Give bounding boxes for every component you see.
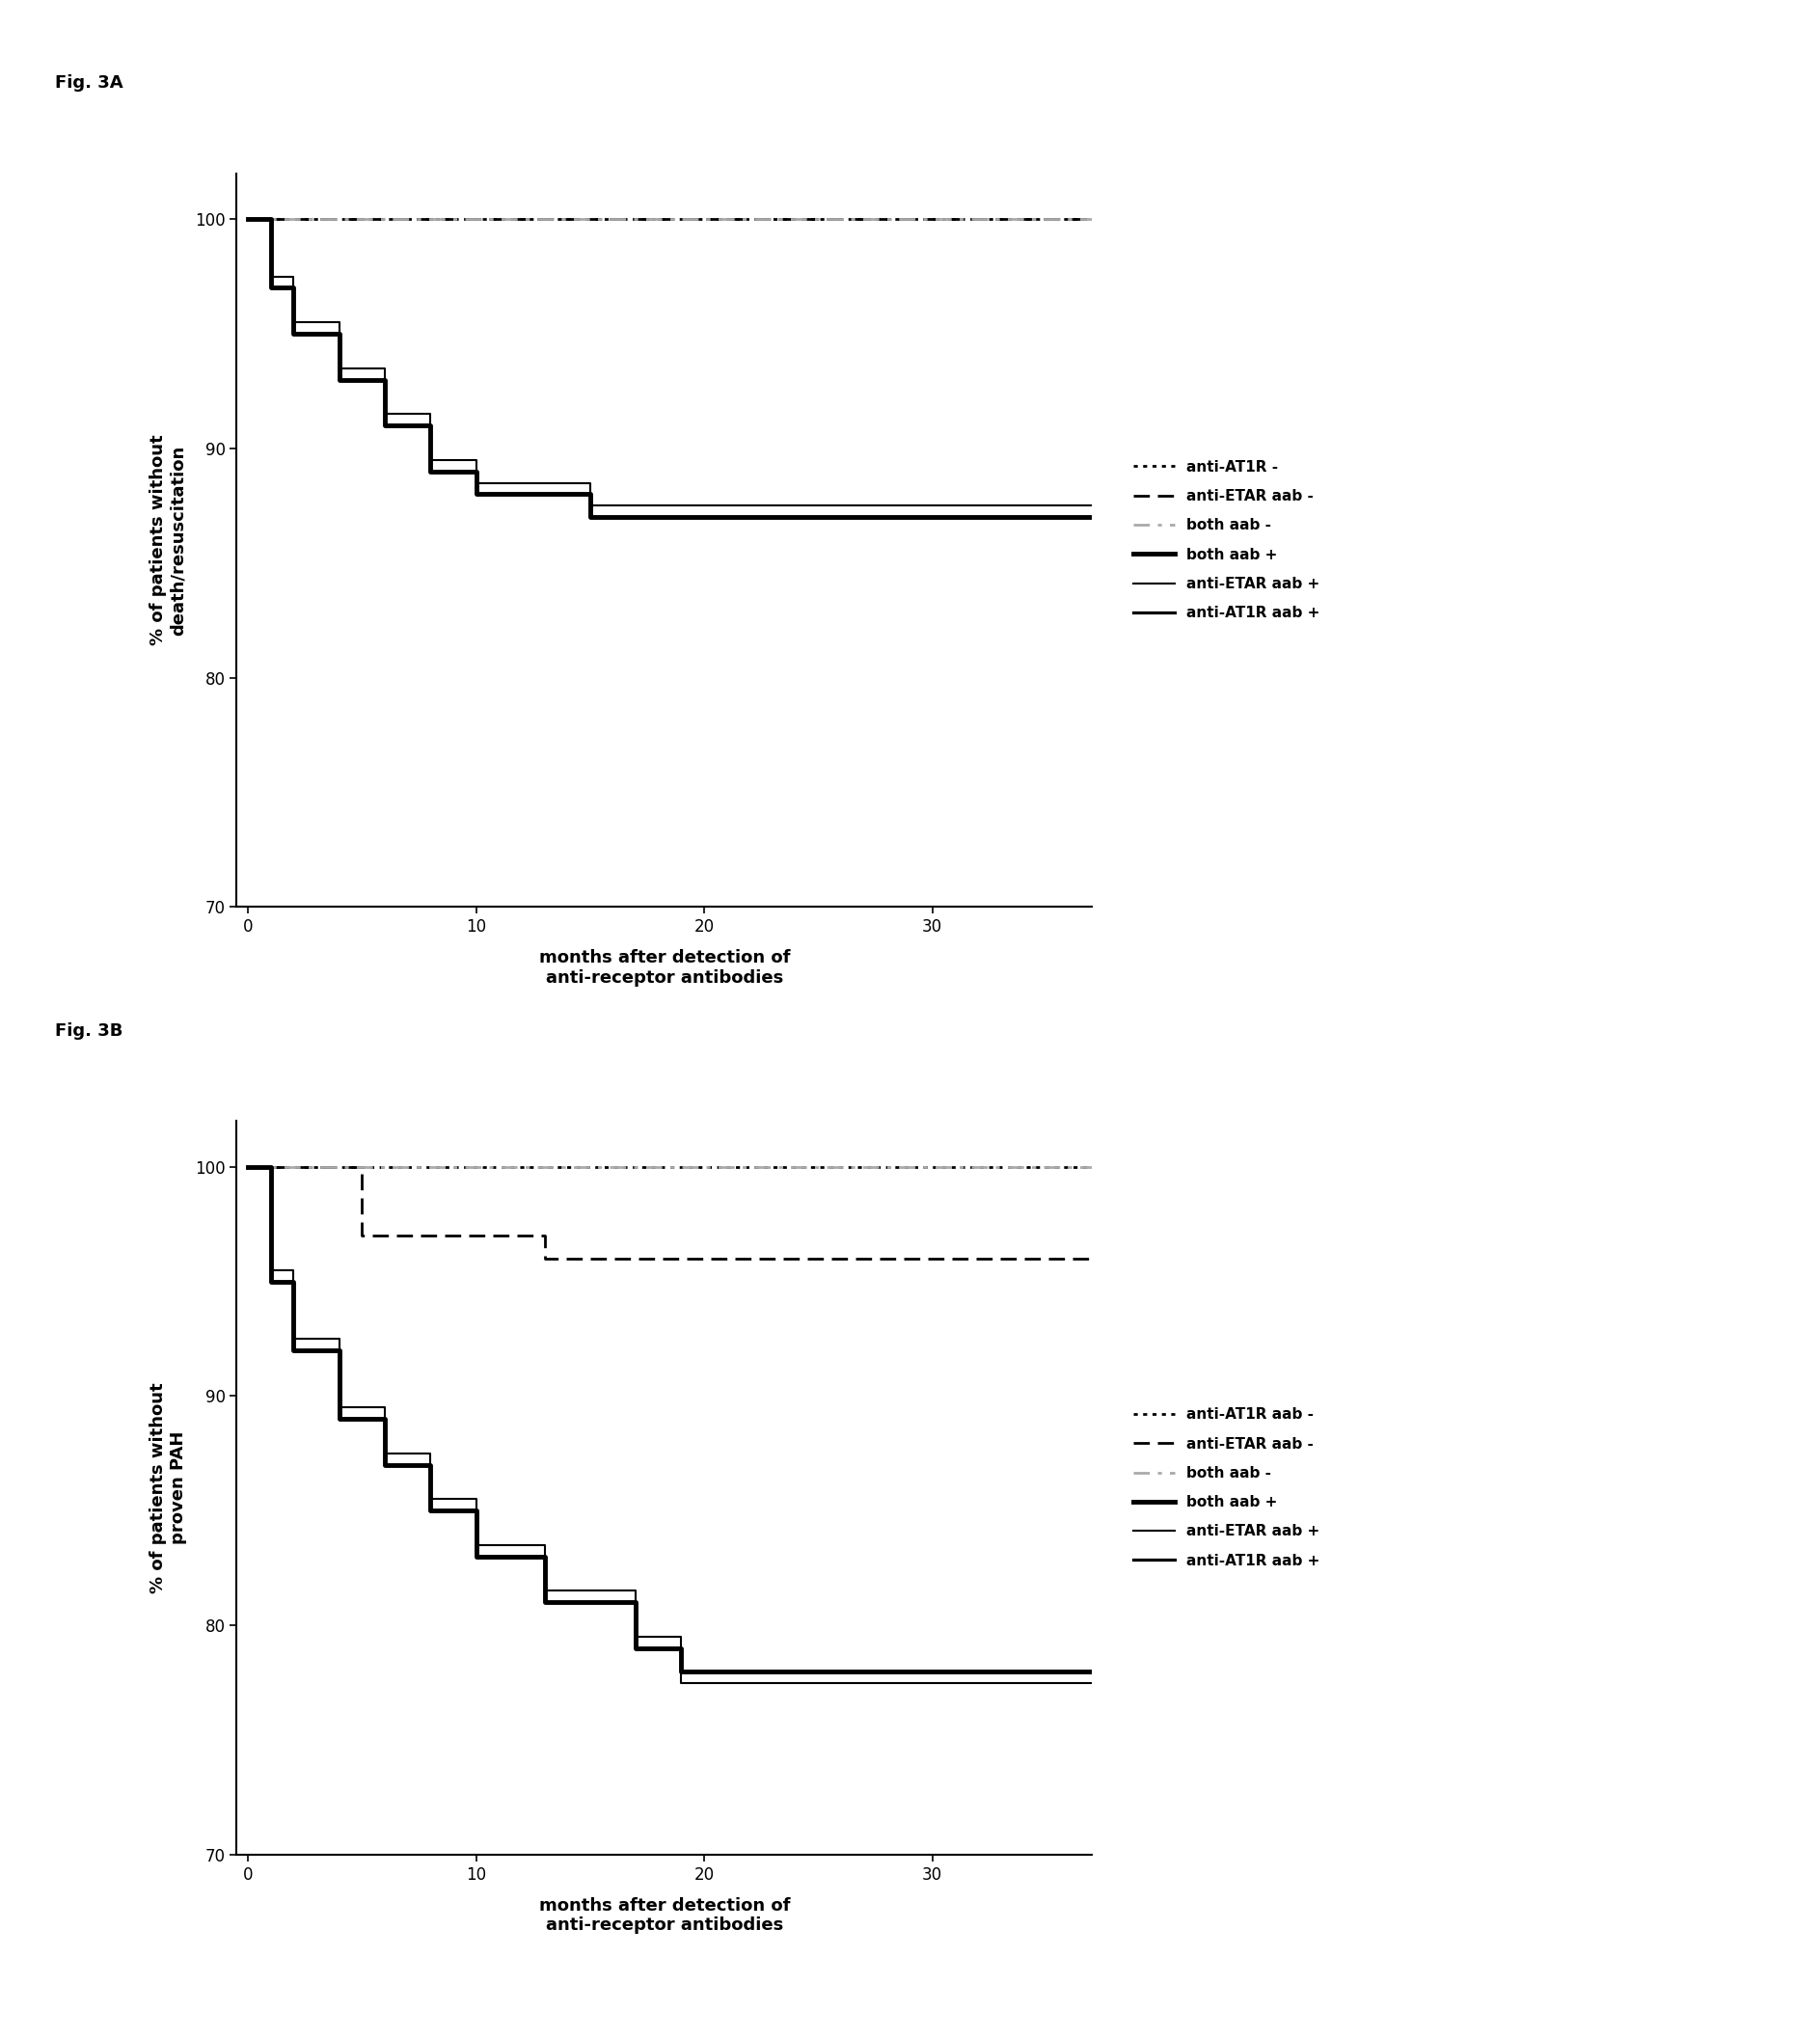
- Y-axis label: % of patients without
proven PAH: % of patients without proven PAH: [149, 1382, 187, 1594]
- Text: Fig. 3B: Fig. 3B: [55, 1021, 122, 1039]
- X-axis label: months after detection of
anti-receptor antibodies: months after detection of anti-receptor …: [539, 950, 790, 986]
- Legend: anti-AT1R aab -, anti-ETAR aab -, both aab -, both aab +, anti-ETAR aab +, anti-: anti-AT1R aab -, anti-ETAR aab -, both a…: [1134, 1408, 1319, 1567]
- Text: Fig. 3A: Fig. 3A: [55, 73, 122, 92]
- X-axis label: months after detection of
anti-receptor antibodies: months after detection of anti-receptor …: [539, 1897, 790, 1934]
- Y-axis label: % of patients without
death/resuscitation: % of patients without death/resuscitatio…: [149, 434, 187, 646]
- Legend: anti-AT1R -, anti-ETAR aab -, both aab -, both aab +, anti-ETAR aab +, anti-AT1R: anti-AT1R -, anti-ETAR aab -, both aab -…: [1134, 461, 1319, 620]
